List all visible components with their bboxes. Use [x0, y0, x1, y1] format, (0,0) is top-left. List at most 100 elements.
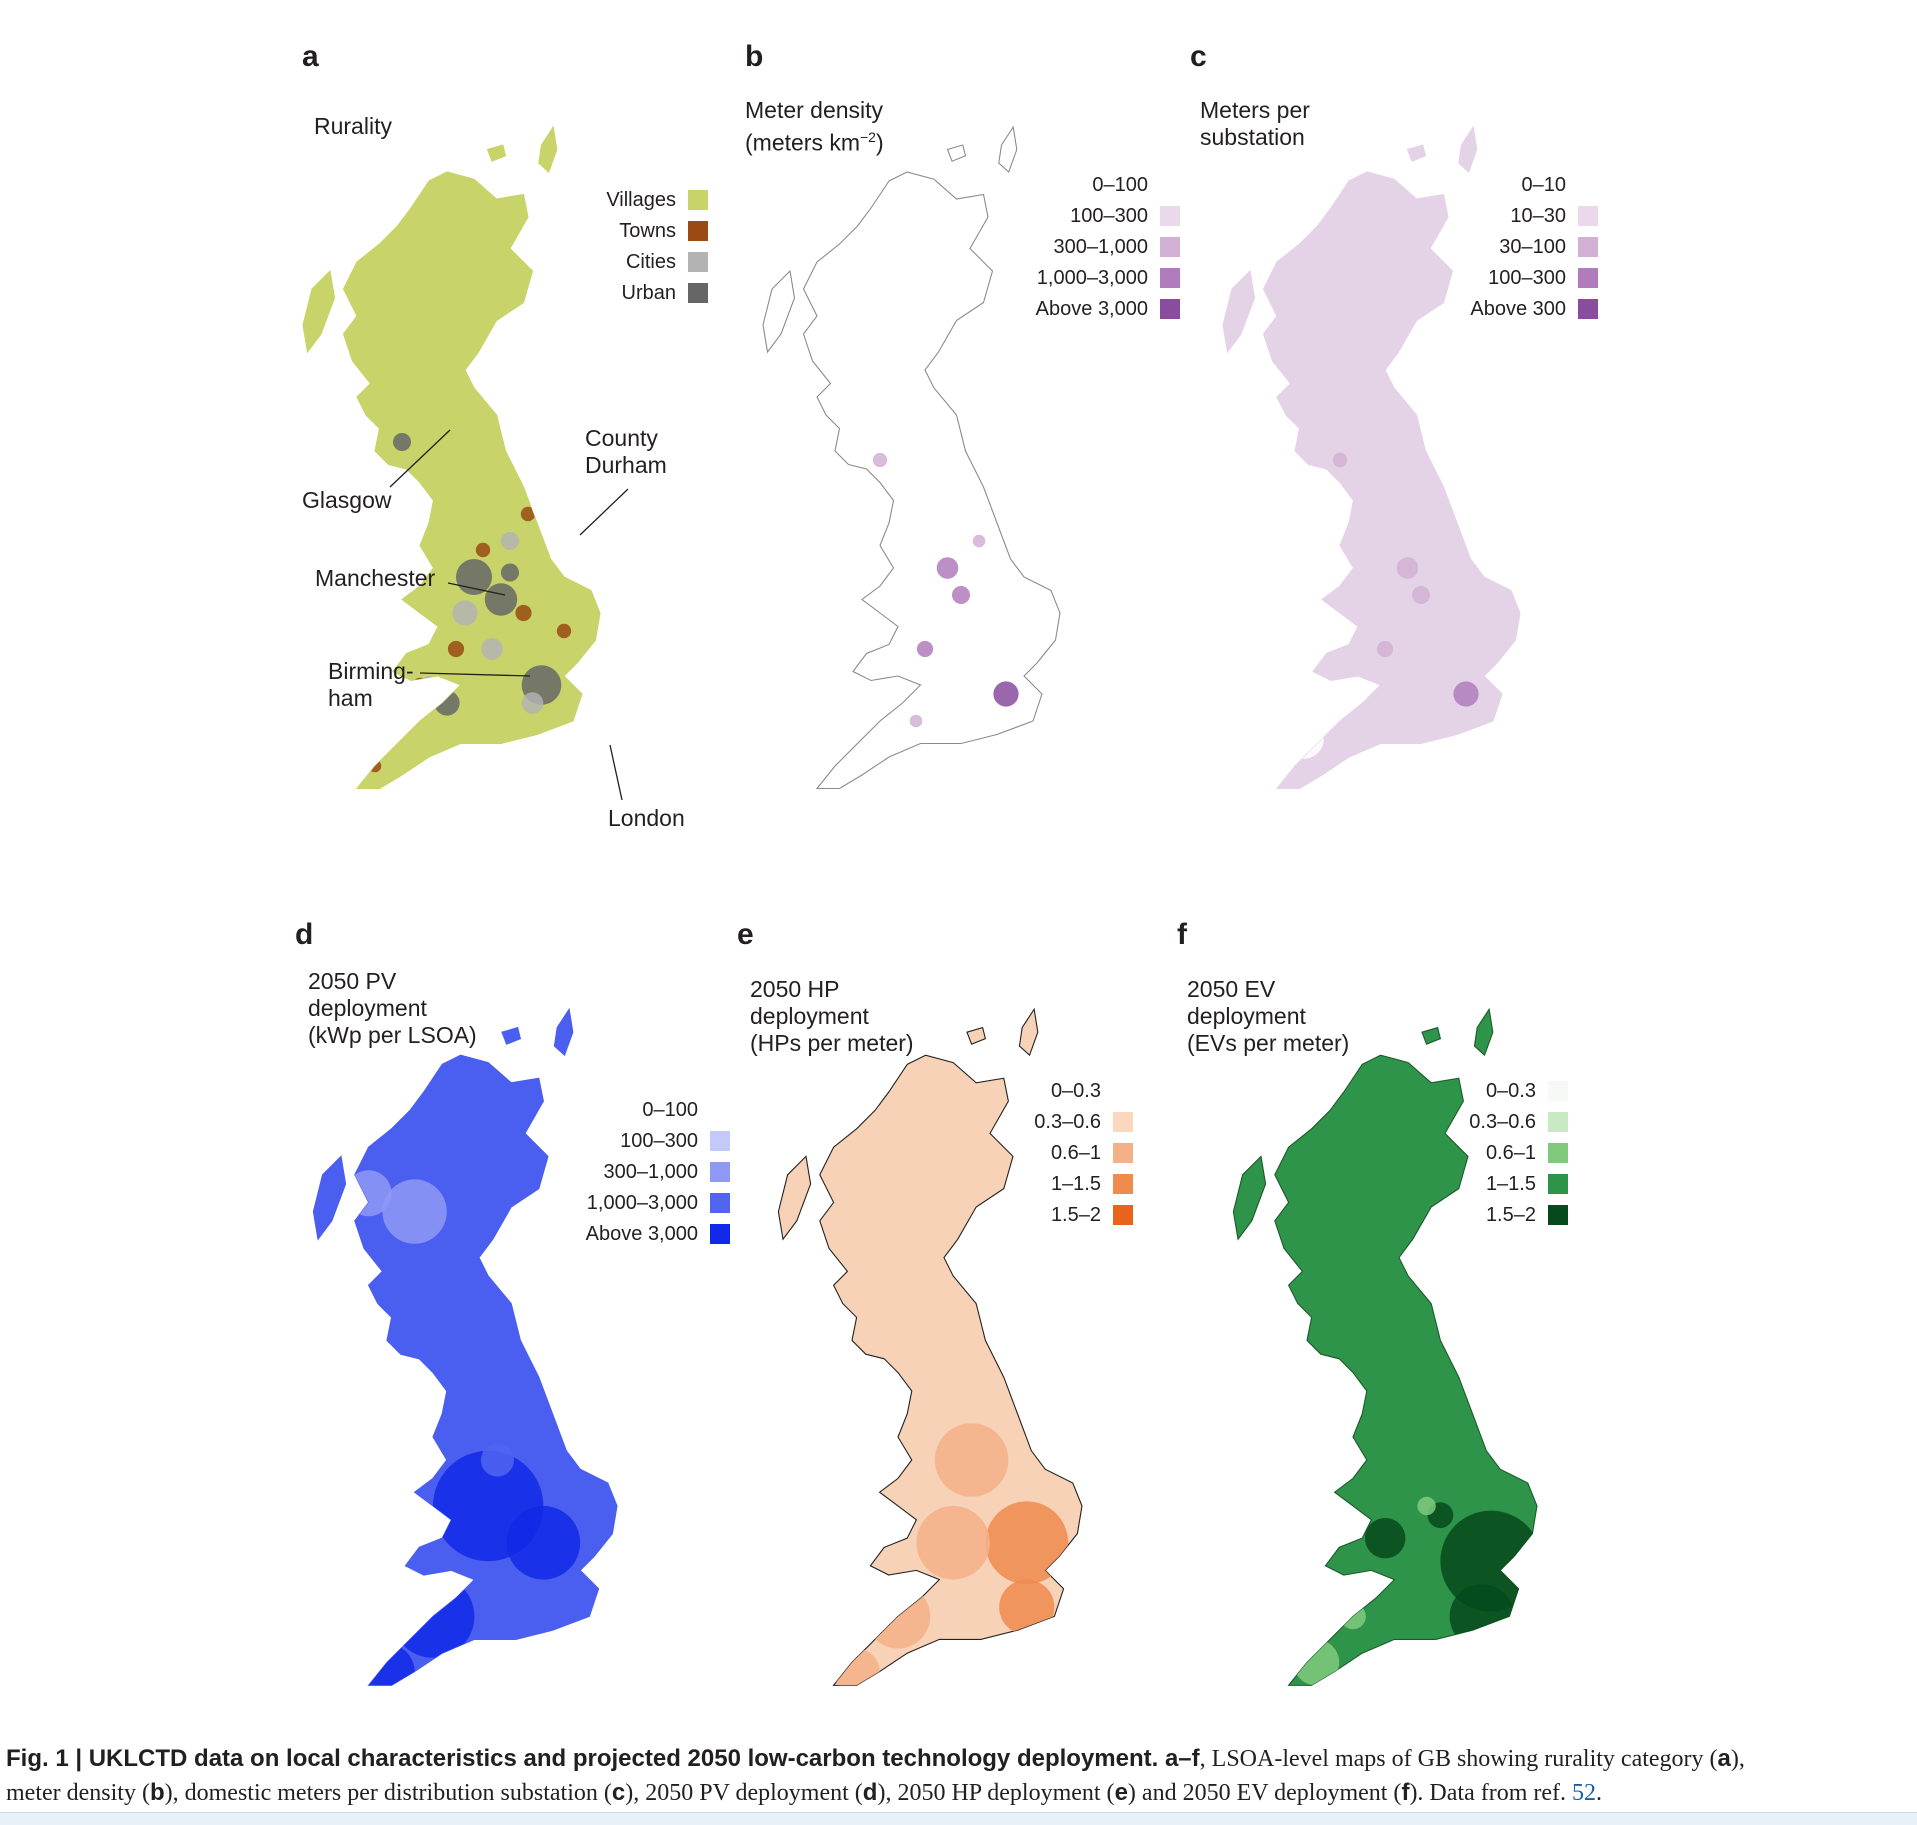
shetland-e	[1018, 1007, 1039, 1057]
map-region-d-6	[480, 1443, 514, 1477]
legend-label: 0.6–1	[1485, 1141, 1536, 1164]
shetland-a	[538, 125, 558, 173]
legend-entry-b-4: Above 3,000	[0, 297, 1180, 321]
legend-entry-b-1: 100–300	[0, 204, 1180, 228]
map-region-f-5	[1274, 1563, 1296, 1597]
legend-label: 0–100	[1092, 173, 1148, 196]
map-region-a-14	[452, 600, 478, 626]
legend-swatch	[1578, 206, 1598, 226]
map-region-f-7	[1417, 1496, 1436, 1516]
legend-label: Towns	[619, 219, 676, 242]
callout-leaders	[389, 429, 629, 801]
legend-label: 0.3–0.6	[1034, 1110, 1101, 1133]
legend-swatch	[710, 1162, 730, 1182]
legend-swatch	[710, 1224, 730, 1244]
legend-label: Cities	[625, 250, 676, 273]
map-region-a-7	[515, 604, 532, 622]
callout-label-0: County Durham	[585, 425, 667, 478]
map-region-c-4	[1332, 452, 1348, 468]
map-region-b-1	[952, 586, 970, 604]
legend-swatch	[1578, 299, 1598, 319]
legend-entry-e-1: 0.3–0.6	[0, 1110, 1133, 1134]
legend-entry-c-2: 30–100	[0, 235, 1598, 259]
legend-label: 1–1.5	[1050, 1172, 1101, 1195]
legend-label: 0.6–1	[1050, 1141, 1101, 1164]
panel-letter-c: c	[1190, 40, 1207, 73]
map-region-c-1	[1412, 586, 1430, 604]
legend-entry-f-0: 0–0.3	[0, 1079, 1568, 1103]
callout-leader-0	[579, 488, 629, 536]
legend-label: 0–100	[642, 1098, 698, 1121]
panel-d-pv-deployment: d 2050 PV deployment (kWp per LSOA) 0–100 1…	[0, 0, 740, 1740]
legend-entry-e-3: 1–1.5	[0, 1172, 1133, 1196]
panel-letter-d: d	[295, 918, 314, 951]
panel-letter-f: f	[1177, 918, 1187, 951]
map-region-b-3	[993, 681, 1019, 707]
map-region-b-5	[972, 534, 986, 548]
legend-entry-b-0: 0–100	[0, 173, 1180, 197]
orkney-a	[486, 144, 507, 162]
panel-title-d: 2050 PV deployment (kWp per LSOA)	[308, 968, 477, 1048]
legend-label: 0–0.3	[1050, 1079, 1101, 1102]
callout-leader-4	[609, 744, 623, 801]
panel-title-b: Meter density (meters km−2)	[745, 97, 884, 156]
legend-label: 30–100	[1499, 235, 1566, 258]
legend-entry-d-2: 300–1,000	[0, 1160, 730, 1184]
legend-entry-c-4: Above 300	[0, 297, 1598, 321]
legend-label: Above 300	[1470, 297, 1566, 320]
map-region-a-8	[447, 640, 465, 658]
gb-map-b	[762, 125, 1061, 790]
map-region-a-10	[556, 623, 572, 639]
hebrides-c	[1222, 269, 1256, 354]
reference-link[interactable]: 52	[1572, 1780, 1597, 1806]
legend-swatch	[1113, 1143, 1133, 1163]
legend-entry-a-1: Towns	[0, 219, 708, 243]
legend-entry-c-1: 10–30	[0, 204, 1598, 228]
legend-entry-f-1: 0.3–0.6	[0, 1110, 1568, 1134]
panel-title-c: Meters per substation	[1200, 97, 1310, 150]
callout-label-1: Glasgow	[302, 487, 392, 513]
legend-label: Above 3,000	[1035, 297, 1148, 320]
orkney-e	[966, 1026, 987, 1045]
map-region-f-2	[1364, 1517, 1406, 1559]
legend-entry-d-3: 1,000–3,000	[0, 1191, 730, 1215]
legend-swatch	[1113, 1112, 1133, 1132]
hebrides-d	[312, 1155, 347, 1241]
panel-title-e: 2050 HP deployment (HPs per meter)	[750, 976, 914, 1056]
panel-a-rurality: a Rurality Villages Towns Cities Urban County …	[0, 0, 740, 880]
legend-swatch	[1548, 1081, 1568, 1101]
legend-swatch	[688, 252, 708, 272]
legend-swatch	[1160, 175, 1180, 195]
orkney-b	[946, 144, 967, 162]
shetland-d	[553, 1007, 574, 1057]
legend-swatch	[688, 283, 708, 303]
legend-label: Villages	[606, 188, 676, 211]
legend-swatch	[1160, 299, 1180, 319]
panel-b-meter-density: b Meter density (meters km−2) 0–100 100–300…	[0, 0, 1200, 880]
map-region-d-2	[506, 1505, 581, 1580]
caption-line-2: meter density (b), domestic meters per d…	[6, 1779, 1603, 1806]
legend-label: 1,000–3,000	[1036, 266, 1148, 289]
map-region-f-4	[1293, 1639, 1340, 1686]
panel-letter-a: a	[302, 40, 319, 73]
legend-swatch	[1160, 206, 1180, 226]
map-region-c-2	[1376, 640, 1394, 658]
panel-e-hp-deployment: e 2050 HP deployment (HPs per meter) 0–0.3…	[0, 918, 1133, 1686]
map-region-d-4	[382, 1179, 447, 1244]
gb-map-a	[302, 125, 601, 790]
legend-entry-e-0: 0–0.3	[0, 1079, 1133, 1103]
panel-letter-b: b	[745, 40, 764, 73]
gb-map-e	[777, 1007, 1083, 1686]
legend-label: 10–30	[1510, 204, 1566, 227]
hebrides-f	[1232, 1155, 1267, 1241]
legend-swatch	[688, 190, 708, 210]
legend-entry-b-2: 300–1,000	[0, 235, 1180, 259]
panel-f-ev-deployment: f 2050 EV deployment (EVs per meter) 0–0.3…	[0, 918, 1568, 1686]
callout-leader-1	[389, 429, 451, 488]
legend-label: 1.5–2	[1485, 1203, 1536, 1226]
panel-title-a: Rurality	[314, 113, 392, 139]
legend-swatch	[710, 1100, 730, 1120]
gb-map-d	[312, 1007, 618, 1686]
map-region-e-1	[999, 1579, 1055, 1635]
legend-entry-f-2: 0.6–1	[0, 1141, 1568, 1165]
